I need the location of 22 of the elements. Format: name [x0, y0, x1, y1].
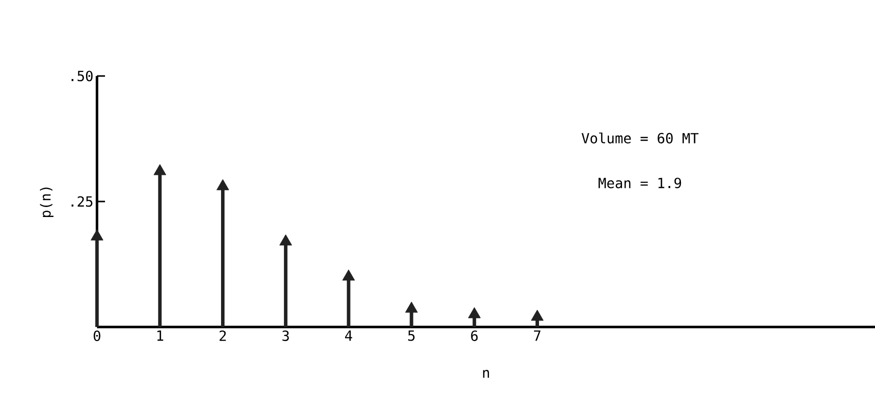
point — [154, 164, 166, 176]
point — [90, 229, 104, 240]
point — [530, 310, 544, 321]
x-tick-label: 2 — [220, 330, 226, 341]
x-tick-label: 6 — [471, 330, 478, 342]
x-tick-label: 4 — [345, 330, 352, 341]
point — [405, 302, 418, 313]
x-tick-label: 1 — [157, 330, 164, 341]
y-tick-label: .50 — [72, 70, 93, 82]
annotation: Volume = 60 MT — [582, 132, 698, 144]
x-tick-label: 0 — [94, 330, 100, 342]
point — [216, 179, 230, 190]
x-tick-label: 5 — [408, 330, 415, 341]
point — [468, 307, 481, 318]
point — [342, 270, 355, 281]
y-tick-label: .25 — [72, 196, 92, 207]
point — [279, 234, 292, 246]
y-axis-title: p(n) — [40, 188, 54, 217]
x-tick-label: 3 — [282, 330, 289, 342]
x-axis-title: n — [483, 370, 489, 378]
annotation: Mean = 1.9 — [598, 178, 682, 188]
x-tick-label: 7 — [534, 330, 540, 341]
